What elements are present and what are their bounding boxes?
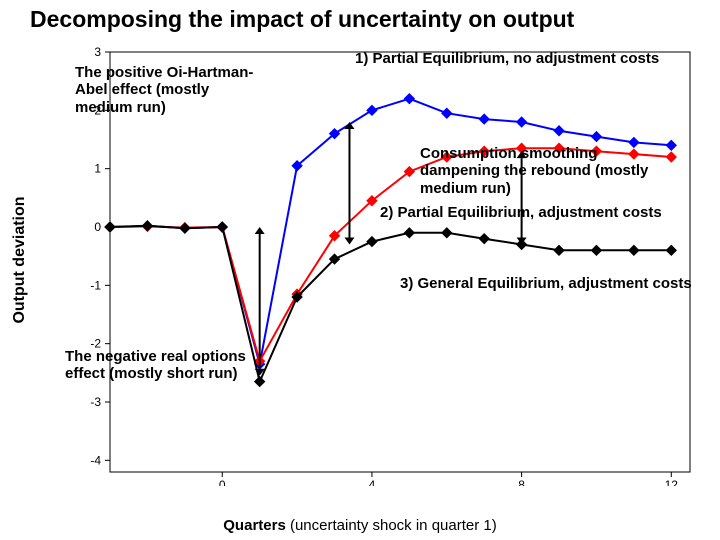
svg-text:12: 12 (665, 478, 679, 486)
svg-text:3: 3 (94, 46, 101, 59)
svg-text:1: 1 (94, 162, 101, 176)
svg-text:-1: -1 (90, 278, 101, 292)
page-title: Decomposing the impact of uncertainty on… (30, 6, 710, 33)
annotation-positive-oi: The positive Oi-Hartman-Abel effect (mos… (75, 64, 265, 116)
annotation-pe2: 2) Partial Equilibrium, adjustment costs (380, 204, 710, 221)
y-axis-label: Output deviation (11, 196, 29, 323)
x-axis-label-rest: (uncertainty shock in quarter 1) (286, 517, 497, 534)
svg-text:0: 0 (219, 478, 226, 486)
x-axis-label-bold: Quarters (223, 517, 286, 534)
annotation-neg-real: The negative real options effect (mostly… (65, 348, 255, 383)
annotation-consumption: Consumption smoothing dampening the rebo… (420, 145, 650, 197)
annotation-pe1: 1) Partial Equilibrium, no adjustment co… (355, 50, 715, 67)
svg-text:-4: -4 (90, 453, 101, 467)
annotation-ge3: 3) General Equilibrium, adjustment costs (400, 275, 710, 292)
x-axis-label: Quarters (uncertainty shock in quarter 1… (0, 517, 720, 534)
svg-text:0: 0 (94, 220, 101, 234)
svg-text:4: 4 (369, 478, 376, 486)
svg-text:8: 8 (518, 478, 525, 486)
svg-text:-3: -3 (90, 395, 101, 409)
